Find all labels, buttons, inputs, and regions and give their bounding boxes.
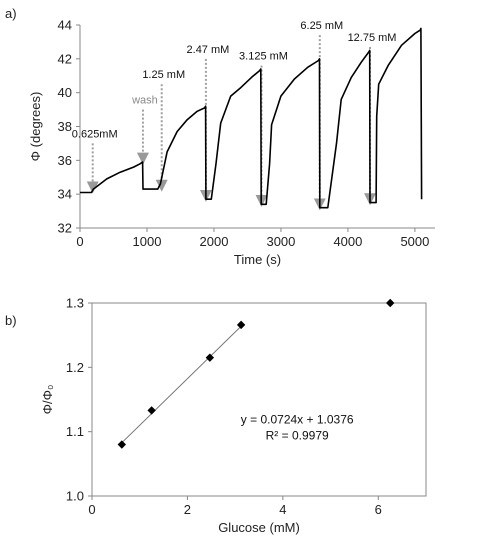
x-tick-label: 5000 bbox=[400, 234, 429, 249]
y-tick-label: 1.1 bbox=[66, 424, 84, 439]
data-point bbox=[117, 440, 127, 449]
x-tick-label: 2000 bbox=[200, 234, 229, 249]
annotation-label: 3.125 mM bbox=[239, 51, 288, 63]
annotation-label: 0.625mM bbox=[72, 128, 118, 140]
annotation-label: 12.75 mM bbox=[348, 32, 397, 44]
y-tick-label: 44 bbox=[58, 18, 72, 33]
annotation-label: 6.25 mM bbox=[300, 20, 343, 32]
y-tick-label: 1.2 bbox=[66, 360, 84, 375]
trendline bbox=[121, 325, 242, 444]
panel-label-a: a) bbox=[5, 6, 17, 21]
x-tick-label: 4 bbox=[279, 502, 286, 517]
x-tick-label: 0 bbox=[76, 234, 83, 249]
x-tick-label: 0 bbox=[88, 502, 95, 517]
annotation-label: 1.25 mM bbox=[142, 69, 185, 81]
chart-b: 1.0 1.1 1.2 1.3 0 2 4 6 Glucose (mM) Φ/Φ₀ y = 0.07… bbox=[40, 296, 427, 535]
y-tick-label: 42 bbox=[58, 51, 72, 66]
x-tick-label: 1000 bbox=[133, 234, 162, 249]
y-tick-label: 34 bbox=[58, 187, 72, 202]
x-axis-label: Glucose (mM) bbox=[218, 520, 300, 535]
x-tick-label: 3000 bbox=[266, 234, 295, 249]
y-tick-label: 36 bbox=[58, 153, 72, 168]
x-axis-label: Time (s) bbox=[234, 252, 281, 267]
data-point bbox=[386, 298, 395, 308]
plot-frame bbox=[91, 302, 427, 497]
y-tick-label: 38 bbox=[58, 119, 72, 134]
annotation-label: wash bbox=[131, 95, 158, 107]
y-tick-label: 1.3 bbox=[66, 296, 84, 311]
series-line bbox=[80, 27, 423, 209]
r-squared-label: R² = 0.9979 bbox=[266, 428, 329, 442]
annotation-label: 2.47 mM bbox=[187, 44, 230, 56]
data-point bbox=[236, 320, 246, 330]
x-tick-label: 4000 bbox=[333, 234, 362, 249]
y-axis-label: Φ/Φ₀ bbox=[40, 385, 55, 415]
panel-label-b: b) bbox=[5, 313, 17, 328]
x-tick-label: 2 bbox=[184, 502, 191, 517]
data-point bbox=[205, 353, 215, 362]
x-tick-label: 6 bbox=[375, 502, 382, 517]
data-point bbox=[147, 406, 156, 415]
trendline-equation: y = 0.0724x + 1.0376 bbox=[241, 412, 354, 426]
chart-a: 32 34 36 38 40 42 44 0 1000 2000 3000 4000 5000 Time … bbox=[28, 18, 435, 267]
y-tick-label: 40 bbox=[58, 85, 72, 100]
y-tick-label: 32 bbox=[58, 221, 72, 236]
y-axis-label: Φ (degrees) bbox=[28, 92, 43, 162]
y-tick-label: 1.0 bbox=[66, 489, 84, 504]
